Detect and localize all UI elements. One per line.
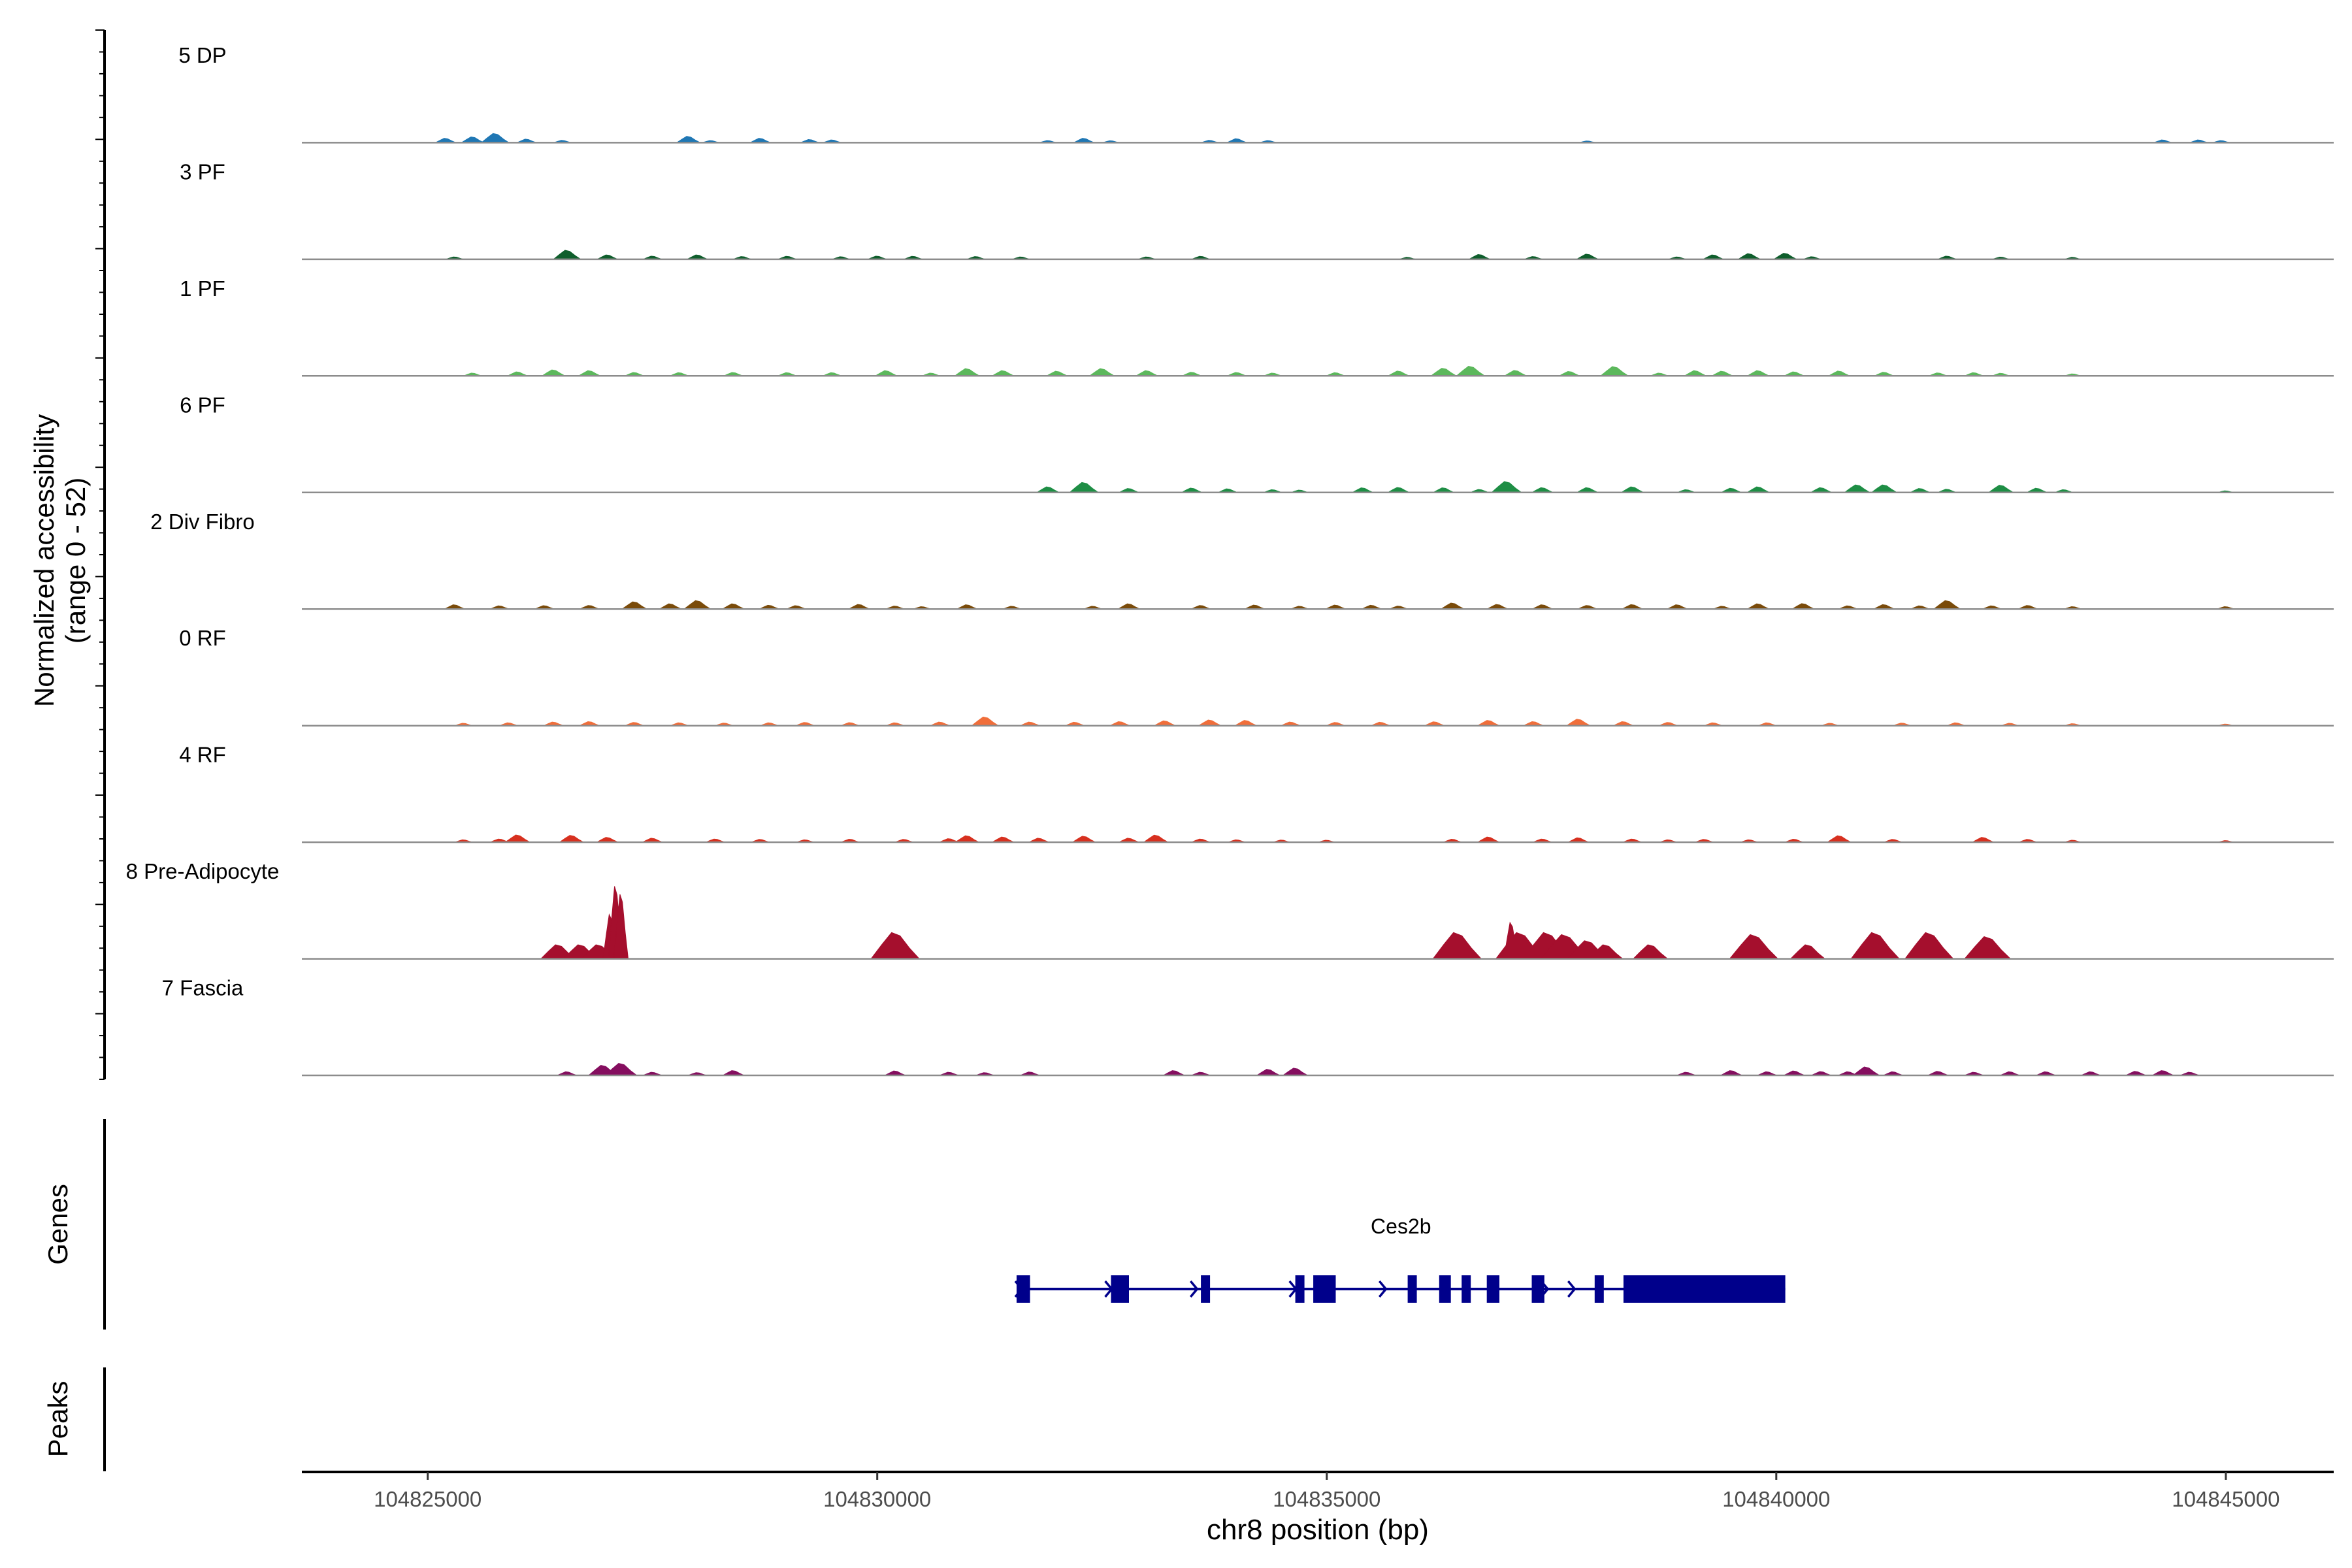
coverage-peak	[541, 369, 566, 376]
track-6-pf: 6 PF	[180, 393, 2334, 494]
gene-exon	[1313, 1275, 1336, 1303]
coverage-peak	[676, 136, 701, 143]
coverage-peak	[1852, 1066, 1881, 1076]
coverage-peak	[1071, 836, 1096, 843]
coverage-peak	[1737, 253, 1761, 260]
coverage-y-axis	[95, 29, 106, 1080]
coverage-peak	[1565, 719, 1592, 727]
gene-exon	[1623, 1275, 1786, 1303]
gene-exon	[1486, 1275, 1499, 1303]
coverage-peak	[552, 250, 582, 260]
coverage-peak	[1904, 932, 1954, 960]
coverage-peak	[504, 834, 532, 843]
coverage-peak	[1197, 719, 1222, 727]
coverage-peak	[1746, 486, 1770, 493]
coverage-peak	[558, 835, 585, 843]
coverage-peak	[683, 600, 712, 610]
gene-exon	[1295, 1275, 1305, 1303]
track-2-div-fibro: 2 Div Fibro	[150, 510, 2334, 610]
x-tick-label: 104830000	[823, 1487, 931, 1511]
coverage-peak	[1789, 944, 1826, 960]
x-axis-title: chr8 position (bp)	[1207, 1514, 1429, 1546]
track-label: 1 PF	[180, 276, 225, 301]
track-4-rf: 4 RF	[179, 743, 2334, 843]
coverage-peak	[954, 835, 979, 843]
coverage-peak	[1620, 486, 1644, 493]
gene-exon	[1439, 1275, 1451, 1303]
coverage-peak	[1456, 365, 1486, 376]
track-7-fascia: 7 Fascia	[162, 976, 2334, 1077]
coverage-peak	[1256, 1069, 1281, 1076]
track-label: 3 PF	[180, 159, 225, 184]
gene-exon	[1201, 1275, 1211, 1303]
coverage-peak	[1432, 932, 1482, 960]
gene-model	[1014, 1275, 1786, 1303]
coverage-peak	[1088, 368, 1116, 376]
x-tick-label: 104825000	[374, 1487, 482, 1511]
coverage-peak	[1282, 1068, 1309, 1076]
coverage-peak	[1933, 600, 1962, 610]
coverage-peak	[1036, 486, 1060, 493]
track-1-pf: 1 PF	[180, 276, 2334, 377]
coverage-tracks: 5 DP 3 PF 1 PF 6 PF 2 Div Fibro 0 RF 4 RF 8 Pre…	[126, 43, 2334, 1077]
coverage-peak	[1143, 834, 1169, 843]
track-8-pre-adipocyte: 8 Pre-Adipocyte	[126, 859, 2334, 960]
coverage-ylabel-line2: (range 0 - 52)	[60, 478, 91, 644]
coverage-ylabel-line1: Normalized accessibility	[29, 414, 59, 707]
track-label: 7 Fascia	[162, 976, 244, 1000]
coverage-peak	[1843, 484, 1871, 493]
x-tick-label: 104835000	[1273, 1487, 1380, 1511]
coverage-peak	[1772, 253, 1797, 260]
track-label: 5 DP	[178, 43, 226, 67]
track-label: 8 Pre-Adipocyte	[126, 859, 280, 883]
x-axis-ticks: 104825000 104830000 104835000 104840000 1048…	[374, 1472, 2279, 1511]
coverage-peak	[1429, 368, 1458, 376]
gene-strand-arrow	[1378, 1280, 1388, 1298]
genes-label: Genes	[42, 1184, 73, 1265]
coverage-peak	[1987, 485, 2015, 493]
gene-name-label: Ces2b	[1371, 1215, 1431, 1238]
coverage-peak	[1826, 835, 1852, 843]
gene-exon	[1594, 1275, 1604, 1303]
coverage-peak	[1850, 932, 1901, 960]
track-label: 6 PF	[180, 393, 225, 417]
gene-strand-arrow	[1567, 1280, 1576, 1298]
track-label: 4 RF	[179, 743, 226, 767]
coverage-peak	[870, 932, 921, 960]
coverage-peak	[1440, 602, 1465, 610]
coverage-peak	[460, 136, 485, 143]
coverage-peak	[1870, 484, 1899, 493]
track-label: 2 Div Fibro	[150, 510, 255, 534]
coverage-peak	[1963, 936, 2012, 960]
x-tick-label: 104845000	[2172, 1487, 2279, 1511]
gene-exon	[1017, 1275, 1030, 1303]
gene-strand-arrow	[1190, 1280, 1199, 1298]
coverage-peak	[1632, 944, 1669, 960]
gene-exon	[1111, 1275, 1129, 1303]
coverage-peak	[604, 1062, 638, 1076]
x-tick-label: 104840000	[1722, 1487, 1830, 1511]
coverage-peak	[621, 601, 648, 610]
gene-exon	[1407, 1275, 1417, 1303]
track-0-rf: 0 RF	[179, 626, 2334, 727]
peaks-label: Peaks	[42, 1381, 73, 1458]
coverage-peak	[953, 368, 981, 376]
coverage-y-axis-ticks	[95, 29, 105, 1080]
coverage-peak	[1599, 366, 1629, 376]
coverage-peak	[1490, 481, 1523, 493]
coverage-peak	[480, 133, 510, 143]
track-5-dp: 5 DP	[178, 43, 2334, 144]
gene-exon	[1531, 1275, 1544, 1303]
coverage-peak	[970, 716, 1000, 727]
coverage-peak	[1729, 934, 1779, 960]
track-3-pf: 3 PF	[180, 159, 2334, 261]
coverage-peak	[1068, 482, 1100, 493]
track-label: 0 RF	[179, 626, 226, 650]
gene-exon	[1462, 1275, 1471, 1303]
